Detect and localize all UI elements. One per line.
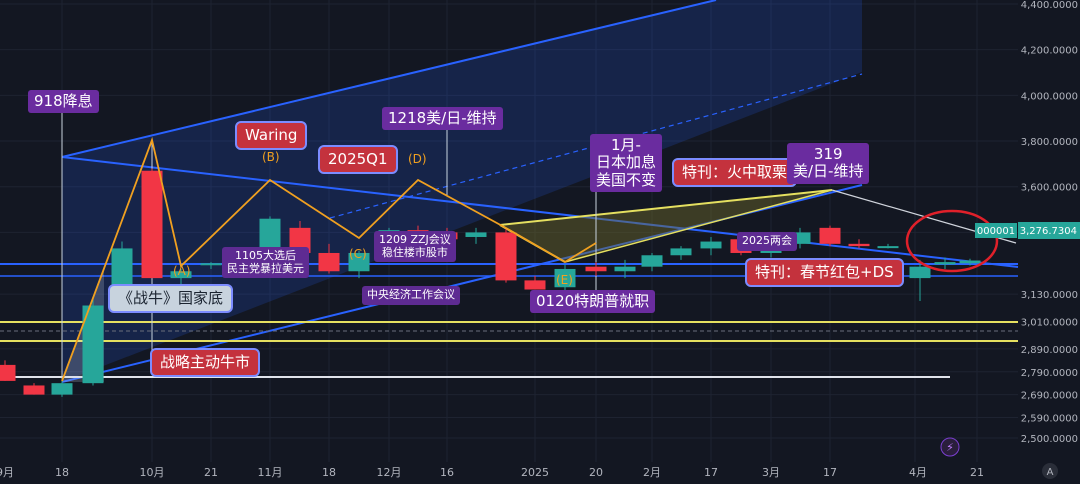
channel-mid-line [329, 73, 863, 219]
candle-body-7 [200, 263, 222, 266]
y-tick-label: 4,000.0000 [1021, 91, 1078, 102]
candle-body-18 [524, 280, 546, 290]
symbol-tag-bg [975, 223, 1017, 238]
wave-point-label: (C) [349, 247, 367, 261]
x-tick-label: 3月 [762, 466, 780, 479]
annotation-label[interactable]: 1月- 日本加息 美国不变 [590, 134, 663, 192]
auto-scale-icon [1042, 463, 1058, 479]
highlight-circle [905, 209, 999, 273]
x-tick-label: 17 [823, 466, 837, 479]
candle-body-29 [848, 243, 870, 247]
wave-point-label: (D) [408, 152, 427, 166]
annotation-label[interactable]: 1209 ZZJ会议 稳住楼市股市 [374, 231, 456, 263]
annotation-label[interactable]: 战略主动牛市 [150, 348, 261, 378]
candle-body-3 [82, 305, 104, 384]
y-tick-label: 3,010.0000 [1021, 318, 1078, 329]
x-tick-label: 16 [440, 466, 454, 479]
candle-body-17 [495, 232, 517, 281]
descending-trend-line [61, 156, 1019, 268]
last-price-badge [1018, 222, 1080, 239]
flash-icon-glyph: ⚡ [946, 441, 954, 454]
candle-body-21 [614, 266, 636, 272]
y-tick-label: 2,890.0000 [1021, 345, 1078, 356]
x-tick-label: 2025 [521, 466, 549, 479]
y-axis-background [1020, 0, 1080, 484]
candle-body-31 [909, 266, 931, 279]
candle-body-22 [641, 255, 663, 267]
candle-body-4 [111, 248, 133, 285]
candle-body-27 [789, 232, 811, 244]
annotation-label[interactable]: Waring [235, 121, 308, 151]
wave-point-label: (A) [173, 264, 191, 278]
elliott-wave-line [61, 136, 597, 382]
y-tick-label: 2,690.0000 [1021, 391, 1078, 402]
y-tick-label: 2,790.0000 [1021, 368, 1078, 379]
candle-body-0 [0, 364, 16, 381]
wave-point-label: (E) [556, 273, 573, 287]
symbol-tag-label: 000001 [977, 226, 1015, 237]
y-tick-label: 3,600.0000 [1021, 183, 1078, 194]
x-tick-label: 9月 [0, 466, 14, 479]
x-tick-label: 2月 [643, 466, 661, 479]
x-tick-label: 10月 [140, 466, 165, 479]
candle-body-1 [23, 385, 45, 395]
wave-point-label: (B) [262, 150, 280, 164]
y-tick-label: 3,800.0000 [1021, 137, 1078, 148]
candle-body-33 [959, 260, 981, 264]
x-tick-label: 21 [970, 466, 984, 479]
candle-body-2 [51, 383, 73, 395]
candle-body-20 [585, 266, 607, 272]
last-price-label: 3,276.7304 [1020, 226, 1077, 237]
wedge-fill [500, 190, 832, 262]
x-tick-label: 17 [704, 466, 718, 479]
annotation-label[interactable]: 1218美/日-维持 [382, 107, 503, 131]
channel-upper-line [61, 0, 717, 158]
y-tick-label: 2,590.0000 [1021, 413, 1078, 424]
annotation-label[interactable]: 0120特朗普就职 [530, 290, 656, 314]
annotation-label[interactable]: 特刊：火中取栗 [672, 158, 798, 188]
annotation-label[interactable]: 2025Q1 [318, 145, 398, 175]
x-tick-label: 4月 [909, 466, 927, 479]
auto-scale-glyph: A [1047, 467, 1054, 478]
candle-body-12 [348, 252, 370, 272]
y-tick-label: 4,400.0000 [1021, 0, 1078, 11]
y-tick-label: 2,500.0000 [1021, 434, 1078, 445]
annotation-label[interactable]: 918降息 [28, 90, 99, 114]
candle-body-10 [289, 227, 311, 253]
candle-body-30 [877, 246, 899, 249]
annotation-label[interactable]: 1105大选后 民主党暴拉美元 [222, 247, 309, 279]
candle-body-11 [318, 252, 340, 272]
x-tick-label: 12月 [377, 466, 402, 479]
y-tick-label: 4,200.0000 [1021, 46, 1078, 57]
candle-body-23 [670, 248, 692, 256]
y-tick-label: 3,130.0000 [1021, 290, 1078, 301]
channel-fill [62, 0, 862, 382]
candle-body-28 [819, 227, 841, 244]
x-tick-label: 18 [322, 466, 336, 479]
wedge-upper-line [499, 189, 833, 226]
x-tick-label: 18 [55, 466, 69, 479]
candle-body-32 [934, 262, 956, 265]
flash-icon [940, 437, 960, 457]
wedge-bottom-line [564, 189, 833, 263]
annotation-label[interactable]: 319 美/日-维持 [787, 143, 870, 184]
x-tick-label: 11月 [258, 466, 283, 479]
annotation-label[interactable]: 中央经济工作会议 [362, 286, 460, 305]
annotation-label[interactable]: 2025两会 [737, 232, 797, 251]
x-tick-label: 20 [589, 466, 603, 479]
candle-body-16 [465, 232, 487, 237]
candle-body-6 [170, 271, 192, 279]
candle-body-19 [554, 268, 576, 288]
annotation-label[interactable]: 《战牛》国家底 [108, 284, 234, 314]
x-tick-label: 21 [204, 466, 218, 479]
annotation-label[interactable]: 特刊：春节红包+DS [745, 258, 904, 288]
candle-body-5 [141, 170, 163, 279]
candle-body-24 [700, 241, 722, 249]
